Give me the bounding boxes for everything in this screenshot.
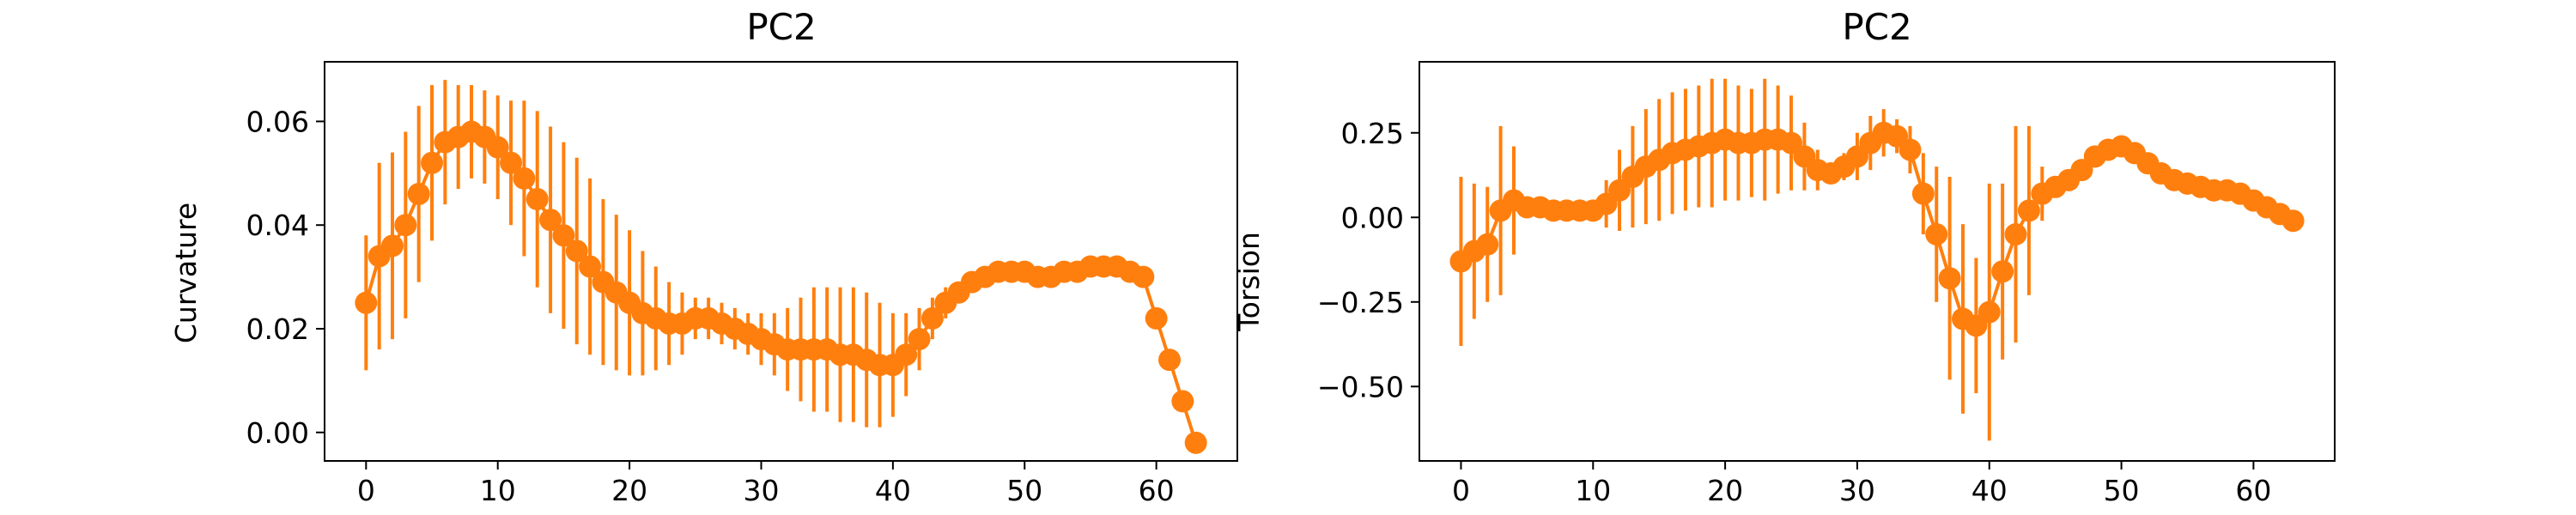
- curvature-x-tick-label: 40: [875, 474, 911, 507]
- curvature-data-point: [1184, 431, 1207, 454]
- curvature-x-tick-label: 30: [743, 474, 779, 507]
- curvature-data-point: [1171, 390, 1194, 413]
- curvature-data-point: [380, 234, 404, 258]
- curvature-data-point: [1158, 348, 1182, 372]
- torsion-data-point: [1938, 267, 1961, 290]
- curvature-data-point: [1132, 265, 1155, 288]
- curvature-x-tick-label: 20: [611, 474, 647, 507]
- torsion-data-point: [1978, 300, 2001, 324]
- curvature-data-point: [486, 136, 509, 159]
- torsion-panel: PC2 Torsion 0 10 20 30 40 50 60−0.50−0.250.000…: [1232, 6, 2336, 507]
- curvature-y-axis-label: Curvature: [169, 203, 203, 343]
- torsion-y-tick-label: 0.00: [1341, 201, 1404, 234]
- curvature-data-point: [552, 224, 575, 247]
- curvature-data-point: [1145, 306, 1168, 330]
- torsion-x-tick-label: 60: [2235, 474, 2271, 507]
- curvature-y-tick-label: 0.02: [246, 312, 309, 346]
- torsion-x-tick-label: 0: [1452, 474, 1470, 507]
- torsion-y-tick-label: 0.25: [1341, 117, 1404, 150]
- curvature-y-tick-label: 0.04: [246, 209, 309, 242]
- curvature-data-point: [526, 188, 549, 211]
- curvature-data-point: [565, 239, 588, 263]
- curvature-data-point: [421, 151, 444, 174]
- torsion-chart-title: PC2: [1842, 6, 1911, 48]
- curvature-data-point: [579, 255, 602, 278]
- torsion-data-point: [2004, 222, 2027, 245]
- curvature-data-point: [920, 306, 944, 330]
- torsion-data-point: [1476, 233, 1499, 256]
- curvature-panel: PC2 Curvature 0 10 20 30 40 50 600.000.020.040…: [169, 6, 1238, 507]
- torsion-x-tick-label: 10: [1575, 474, 1611, 507]
- torsion-data-point: [1925, 222, 1948, 245]
- curvature-x-tick-label: 60: [1139, 474, 1175, 507]
- curvature-data-point: [355, 291, 378, 314]
- torsion-data-point: [2017, 199, 2040, 222]
- torsion-x-tick-label: 20: [1707, 474, 1743, 507]
- curvature-data-point: [539, 209, 562, 232]
- curvature-x-tick-label: 0: [357, 474, 375, 507]
- torsion-x-tick-label: 40: [1971, 474, 2008, 507]
- curvature-x-tick-label: 10: [480, 474, 516, 507]
- curvature-x-tick-label: 50: [1006, 474, 1042, 507]
- curvature-data-point: [513, 167, 536, 190]
- torsion-data-point: [1991, 260, 2014, 283]
- torsion-y-axis-label: Torsion: [1232, 232, 1266, 332]
- torsion-data-point: [2281, 209, 2305, 233]
- curvature-data-point: [908, 328, 931, 351]
- curvature-data-point: [407, 182, 430, 205]
- torsion-data-layer: [1449, 78, 2305, 441]
- curvature-data-point: [895, 343, 918, 367]
- curvature-data-point: [500, 151, 523, 174]
- curvature-axes: 0 10 20 30 40 50 60 0.00 0.02 0.04 0.06: [246, 61, 1238, 507]
- torsion-data-point: [1911, 182, 1935, 205]
- torsion-y-tick-label: −0.25: [1317, 286, 1404, 319]
- curvature-y-tick-label: 0.06: [246, 105, 309, 138]
- torsion-x-tick-label: 50: [2104, 474, 2140, 507]
- curvature-chart-title: PC2: [746, 6, 816, 48]
- curvature-plot-frame: [324, 61, 1238, 462]
- torsion-data-point: [1899, 138, 1922, 161]
- curvature-y-tick-label: 0.00: [246, 416, 309, 450]
- torsion-x-tick-label: 30: [1839, 474, 1875, 507]
- curvature-data-layer: [355, 80, 1207, 454]
- curvature-data-point: [394, 214, 417, 237]
- torsion-plot-frame: [1419, 61, 2336, 462]
- torsion-y-tick-label: −0.50: [1317, 370, 1404, 403]
- torsion-axes: 0 10 20 30 40 50 60 −0.50 −0.25 0.00 0.25: [1317, 61, 2336, 507]
